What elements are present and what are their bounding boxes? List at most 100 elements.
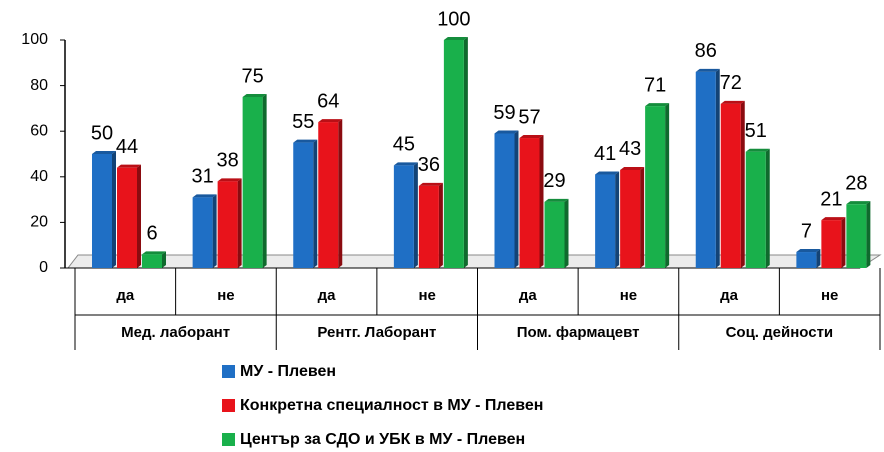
- legend-label: Център за СДО и УБК в МУ - Плевен: [240, 431, 525, 448]
- legend-label: Конкретна специалност в МУ - Плевен: [240, 397, 543, 414]
- value-label: 41: [594, 143, 616, 165]
- bar: [192, 197, 213, 268]
- bar-side: [463, 37, 468, 268]
- bar-side: [816, 249, 821, 268]
- bar: [821, 220, 842, 268]
- group-label: Соц. дейности: [726, 324, 834, 341]
- bar-side: [665, 103, 670, 269]
- bar: [393, 165, 414, 268]
- value-label: 71: [644, 74, 666, 96]
- bar: [92, 154, 112, 268]
- bar-top: [695, 68, 720, 72]
- bar-side: [262, 94, 267, 268]
- bar-top: [544, 198, 569, 202]
- bar-side: [162, 251, 166, 268]
- value-label: 59: [493, 102, 515, 124]
- bar-side: [715, 68, 720, 268]
- value-label: 38: [217, 150, 239, 172]
- bar-top: [92, 151, 116, 154]
- bar-side: [338, 119, 343, 268]
- bar-side: [413, 162, 418, 268]
- value-label: 44: [116, 136, 138, 158]
- bar-top: [393, 162, 418, 166]
- x-tick-label: да: [720, 287, 739, 304]
- x-tick-label: да: [519, 287, 538, 304]
- bar: [519, 138, 540, 268]
- legend-swatch: [222, 433, 235, 446]
- bar-top: [595, 171, 620, 175]
- bar-top: [846, 201, 871, 205]
- bar-side: [112, 151, 116, 268]
- bar-side: [564, 198, 569, 268]
- bar-side: [765, 148, 770, 268]
- bar: [318, 122, 339, 268]
- y-tick-label: 100: [21, 31, 48, 48]
- bar: [142, 254, 162, 268]
- bar: [418, 185, 439, 268]
- legend-swatch: [222, 399, 235, 412]
- bar-top: [318, 119, 343, 123]
- bar-top: [494, 130, 519, 134]
- legend-label: МУ - Плевен: [240, 363, 336, 380]
- x-tick-label: да: [318, 287, 337, 304]
- value-label: 57: [518, 106, 540, 128]
- y-tick-label: 80: [30, 77, 48, 94]
- value-label: 51: [745, 120, 767, 142]
- value-label: 28: [845, 172, 867, 194]
- bar: [745, 151, 766, 268]
- value-label: 75: [242, 65, 264, 87]
- bar: [695, 71, 716, 268]
- bar-top: [745, 148, 770, 152]
- bar-side: [615, 171, 620, 268]
- value-label: 86: [695, 40, 717, 62]
- bar: [443, 40, 464, 268]
- group-label: Рентг. Лаборант: [317, 324, 436, 341]
- bar: [117, 167, 137, 268]
- x-tick-label: не: [418, 287, 435, 304]
- bar-top: [443, 37, 468, 40]
- bar-top: [142, 251, 166, 255]
- bar: [242, 97, 263, 268]
- value-label: 55: [292, 111, 314, 133]
- value-label: 36: [418, 154, 440, 176]
- value-label: 64: [317, 90, 339, 112]
- bar-side: [866, 201, 871, 268]
- value-label: 29: [543, 170, 565, 192]
- y-tick-label: 20: [30, 214, 48, 231]
- x-tick-label: не: [620, 287, 637, 304]
- bar: [620, 169, 641, 268]
- value-label: 72: [720, 72, 742, 94]
- value-label: 21: [820, 188, 842, 210]
- bar: [544, 201, 565, 268]
- y-tick-label: 0: [39, 259, 48, 276]
- bar-side: [740, 100, 745, 268]
- bar: [720, 103, 741, 268]
- value-label: 50: [91, 122, 113, 144]
- bar: [293, 142, 314, 268]
- bar-top: [192, 194, 217, 198]
- bar-top: [293, 139, 318, 143]
- bar: [796, 252, 817, 268]
- value-label: 45: [393, 134, 415, 156]
- y-tick-label: 40: [30, 168, 48, 185]
- bar-side: [841, 217, 846, 268]
- x-tick-label: не: [821, 287, 838, 304]
- group-label: Мед. лаборант: [121, 324, 230, 341]
- bar-top: [720, 100, 745, 104]
- value-label: 31: [192, 166, 214, 188]
- y-tick-label: 60: [30, 122, 48, 139]
- bar-side: [212, 194, 217, 268]
- bar-side: [438, 182, 443, 268]
- value-label: 43: [619, 138, 641, 160]
- group-label: Пом. фармацевт: [517, 324, 640, 341]
- bar: [846, 204, 867, 268]
- bar-side: [514, 130, 519, 268]
- bar: [494, 133, 515, 268]
- bar-top: [217, 178, 242, 182]
- bar-top: [620, 166, 645, 170]
- bar-top: [821, 217, 846, 221]
- legend-swatch: [222, 365, 235, 378]
- bar: [217, 181, 238, 268]
